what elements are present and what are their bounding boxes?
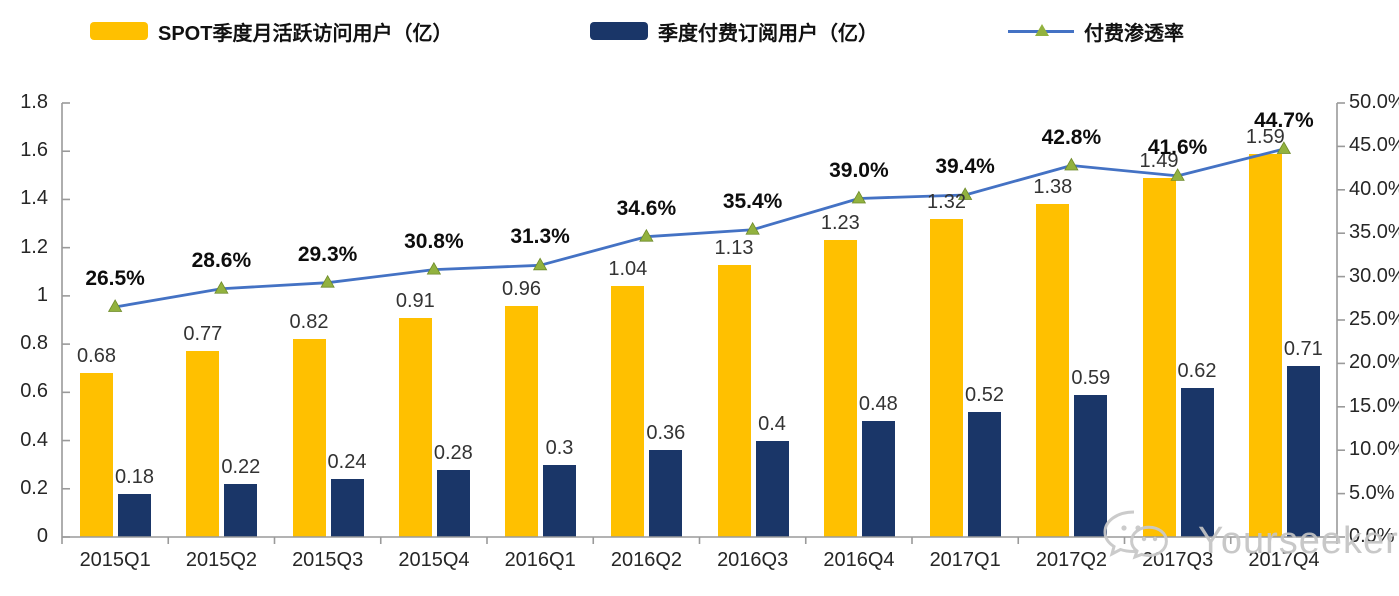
mau-bar: [1248, 153, 1282, 537]
legend-label-mau: SPOT季度月活跃访问用户（亿）: [158, 22, 453, 45]
legend-label-penetration: 付费渗透率: [1084, 22, 1184, 45]
mau-legend-swatch-icon: [90, 22, 148, 40]
mau-bar: [186, 351, 220, 537]
subs-bar: [1286, 365, 1320, 537]
subs-bar: [1180, 387, 1214, 537]
mau-bar: [823, 240, 857, 537]
mau-bar: [611, 286, 645, 537]
subs-bar: [118, 493, 151, 537]
subs-bar: [543, 464, 576, 537]
subs-legend-swatch-icon: [590, 22, 648, 40]
subs-bar: [1074, 394, 1108, 537]
penetration-line-swatch-icon: [1008, 22, 1074, 40]
watermark-text: Yourseeker: [1198, 520, 1399, 562]
legend-item-mau: SPOT季度月活跃访问用户（亿）: [90, 12, 452, 50]
subs-bar: [861, 421, 895, 537]
mau-bar: [1142, 177, 1176, 537]
subs-bar: [330, 479, 364, 537]
subs-bar: [649, 450, 683, 537]
watermark: Yourseeker: [1100, 508, 1399, 560]
legend-item-penetration: 付费渗透率: [1008, 12, 1184, 50]
wechat-icon: [1103, 510, 1168, 560]
mau-bar: [505, 305, 538, 537]
legend: SPOT季度月活跃访问用户（亿） 季度付费订阅用户（亿） 付费渗透率: [0, 12, 1399, 50]
mau-bar: [930, 218, 963, 537]
subs-bar: [755, 440, 789, 537]
mau-bar: [398, 317, 432, 537]
mau-bar: [717, 264, 751, 537]
mau-bar: [1036, 204, 1070, 537]
legend-item-subs: 季度付费订阅用户（亿）: [590, 12, 878, 50]
subs-bar: [224, 484, 258, 537]
mau-bar: [292, 339, 326, 537]
mau-bar: [80, 373, 113, 537]
subs-bar: [968, 411, 1001, 537]
subs-bar: [436, 469, 470, 537]
legend-label-subs: 季度付费订阅用户（亿）: [658, 22, 878, 45]
